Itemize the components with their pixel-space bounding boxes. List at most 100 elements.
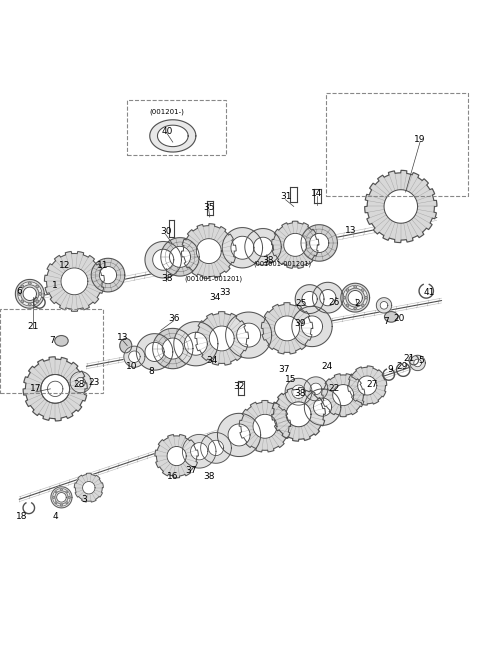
Text: 39: 39 bbox=[294, 318, 306, 327]
Polygon shape bbox=[286, 402, 311, 427]
Polygon shape bbox=[222, 228, 263, 268]
Text: 2: 2 bbox=[355, 299, 360, 309]
Circle shape bbox=[21, 300, 24, 303]
Text: 8: 8 bbox=[148, 367, 154, 376]
Polygon shape bbox=[201, 432, 231, 464]
Circle shape bbox=[39, 292, 42, 295]
Polygon shape bbox=[99, 266, 117, 284]
Ellipse shape bbox=[384, 312, 398, 322]
Polygon shape bbox=[76, 378, 85, 387]
Circle shape bbox=[18, 292, 21, 295]
Polygon shape bbox=[83, 482, 95, 494]
Polygon shape bbox=[302, 292, 317, 307]
Text: 18: 18 bbox=[16, 512, 27, 521]
Polygon shape bbox=[295, 284, 324, 314]
Polygon shape bbox=[23, 287, 36, 301]
Circle shape bbox=[60, 504, 62, 506]
Circle shape bbox=[361, 304, 364, 307]
Polygon shape bbox=[410, 355, 425, 370]
Polygon shape bbox=[365, 171, 437, 243]
Text: 10: 10 bbox=[126, 362, 138, 371]
Polygon shape bbox=[333, 385, 354, 406]
Text: 38: 38 bbox=[203, 472, 215, 481]
Text: 38: 38 bbox=[262, 256, 274, 265]
Polygon shape bbox=[292, 307, 332, 346]
Polygon shape bbox=[208, 440, 224, 456]
Polygon shape bbox=[217, 413, 261, 456]
Polygon shape bbox=[196, 239, 221, 264]
Text: 34: 34 bbox=[209, 293, 221, 302]
Polygon shape bbox=[313, 398, 332, 416]
Circle shape bbox=[55, 502, 57, 504]
Text: 17: 17 bbox=[30, 384, 42, 393]
Text: 14: 14 bbox=[311, 189, 323, 198]
Circle shape bbox=[53, 496, 55, 499]
Circle shape bbox=[36, 300, 38, 303]
Polygon shape bbox=[161, 238, 199, 276]
Text: 35: 35 bbox=[203, 203, 215, 212]
Circle shape bbox=[68, 496, 70, 499]
Polygon shape bbox=[150, 120, 196, 152]
Circle shape bbox=[36, 285, 38, 288]
Circle shape bbox=[354, 286, 357, 288]
Polygon shape bbox=[23, 357, 87, 421]
Polygon shape bbox=[129, 351, 140, 363]
Polygon shape bbox=[284, 233, 307, 256]
Circle shape bbox=[66, 502, 68, 504]
Circle shape bbox=[346, 289, 349, 291]
Text: (001201-): (001201-) bbox=[150, 109, 184, 115]
Circle shape bbox=[28, 282, 31, 284]
Polygon shape bbox=[41, 374, 70, 403]
Text: 36: 36 bbox=[168, 314, 180, 323]
Circle shape bbox=[55, 491, 57, 493]
Polygon shape bbox=[145, 342, 164, 361]
Polygon shape bbox=[358, 376, 377, 395]
Circle shape bbox=[343, 296, 346, 299]
Polygon shape bbox=[153, 249, 174, 270]
Text: 11: 11 bbox=[97, 261, 109, 270]
Polygon shape bbox=[304, 389, 341, 425]
Text: 29: 29 bbox=[396, 362, 408, 371]
Text: 5: 5 bbox=[419, 355, 424, 365]
Polygon shape bbox=[414, 359, 421, 367]
Text: 28: 28 bbox=[73, 380, 85, 389]
Text: 37: 37 bbox=[278, 365, 290, 374]
Text: 40: 40 bbox=[161, 126, 173, 135]
Polygon shape bbox=[310, 383, 322, 395]
Polygon shape bbox=[285, 378, 312, 405]
Text: 21: 21 bbox=[27, 322, 38, 331]
Text: 13: 13 bbox=[117, 333, 128, 342]
Polygon shape bbox=[174, 322, 218, 366]
Circle shape bbox=[346, 304, 349, 307]
Polygon shape bbox=[272, 387, 325, 441]
Text: 7: 7 bbox=[49, 337, 55, 346]
Polygon shape bbox=[153, 328, 193, 368]
Polygon shape bbox=[245, 229, 281, 265]
Circle shape bbox=[365, 296, 367, 299]
Polygon shape bbox=[70, 372, 91, 393]
Polygon shape bbox=[48, 381, 63, 396]
Polygon shape bbox=[155, 434, 198, 478]
Polygon shape bbox=[348, 290, 362, 305]
Polygon shape bbox=[348, 366, 387, 405]
Polygon shape bbox=[191, 443, 208, 460]
Polygon shape bbox=[181, 224, 236, 279]
Text: 4: 4 bbox=[52, 512, 58, 521]
Text: 37: 37 bbox=[185, 466, 197, 475]
Polygon shape bbox=[45, 251, 104, 311]
Polygon shape bbox=[55, 491, 68, 504]
Circle shape bbox=[354, 307, 357, 310]
Polygon shape bbox=[301, 316, 323, 337]
Ellipse shape bbox=[120, 339, 132, 353]
Polygon shape bbox=[261, 303, 313, 354]
Text: 7: 7 bbox=[384, 317, 389, 326]
Polygon shape bbox=[320, 290, 336, 306]
Polygon shape bbox=[292, 385, 305, 398]
Text: 38: 38 bbox=[294, 389, 306, 398]
Polygon shape bbox=[253, 414, 277, 438]
Circle shape bbox=[28, 303, 31, 306]
Text: 12: 12 bbox=[59, 261, 71, 270]
Text: 33: 33 bbox=[219, 288, 230, 298]
Polygon shape bbox=[384, 189, 418, 223]
Polygon shape bbox=[209, 326, 234, 351]
